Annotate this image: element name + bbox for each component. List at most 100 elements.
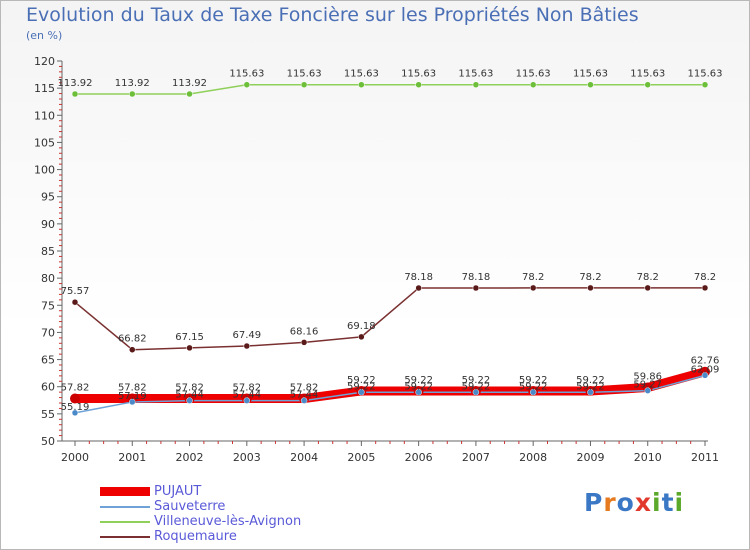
data-label: 115.63 bbox=[344, 69, 379, 80]
data-point bbox=[529, 389, 537, 396]
series-line-Villeneuve-lès-Avignon bbox=[74, 83, 706, 95]
x-tick-label: 2008 bbox=[519, 451, 547, 464]
data-point bbox=[644, 81, 651, 88]
x-tick-label: 2009 bbox=[576, 451, 604, 464]
legend-label: Roquemaure bbox=[154, 529, 237, 544]
data-point bbox=[472, 81, 480, 88]
data-label: 115.63 bbox=[573, 69, 608, 80]
series-points bbox=[70, 81, 710, 417]
y-tick-label: 95 bbox=[41, 191, 55, 204]
data-label: 59.22 bbox=[519, 375, 548, 386]
data-label: 59.22 bbox=[347, 381, 376, 392]
data-point bbox=[415, 389, 422, 396]
data-label: 68.16 bbox=[290, 326, 319, 337]
data-label: 59.22 bbox=[576, 381, 605, 392]
series-line-PUJAUT bbox=[70, 367, 710, 404]
legend: PUJAUT Sauveterre Villeneuve-lès-Avignon Ro… bbox=[100, 484, 301, 544]
data-label: 59.22 bbox=[576, 375, 605, 386]
data-label: 78.2 bbox=[694, 272, 716, 283]
data-point bbox=[129, 90, 136, 98]
data-point bbox=[529, 284, 537, 292]
data-label: 59.22 bbox=[347, 375, 376, 386]
data-label: 62.09 bbox=[691, 364, 720, 375]
data-point bbox=[243, 342, 251, 350]
y-tick-label: 65 bbox=[41, 354, 55, 367]
data-point bbox=[701, 81, 709, 88]
data-label: 113.92 bbox=[58, 78, 93, 89]
data-point bbox=[300, 339, 308, 346]
data-point bbox=[71, 409, 79, 417]
legend-swatch bbox=[100, 487, 150, 496]
data-point bbox=[415, 284, 422, 292]
y-tick-label: 90 bbox=[41, 218, 55, 231]
data-label: 59.22 bbox=[519, 381, 548, 392]
chart-title: Evolution du Taux de Taxe Foncière sur l… bbox=[26, 4, 639, 26]
data-label: 78.2 bbox=[579, 272, 601, 283]
legend-item: Villeneuve-lès-Avignon bbox=[100, 514, 301, 529]
data-point bbox=[71, 298, 79, 306]
x-tick-label: 2002 bbox=[176, 451, 204, 464]
y-tick-label: 85 bbox=[41, 245, 55, 258]
data-label: 57.82 bbox=[232, 383, 261, 394]
legend-swatch bbox=[100, 505, 150, 508]
data-point bbox=[644, 284, 651, 292]
x-tick-label: 2003 bbox=[233, 451, 261, 464]
logo-letter: x bbox=[634, 488, 652, 517]
x-tick-label: 2001 bbox=[118, 451, 146, 464]
legend-label: Villeneuve-lès-Avignon bbox=[154, 514, 302, 529]
data-label: 75.57 bbox=[61, 286, 90, 297]
logo-letter: i bbox=[674, 488, 685, 517]
data-label: 115.63 bbox=[458, 69, 493, 80]
data-label: 57.19 bbox=[118, 391, 147, 402]
logo-letter: o bbox=[616, 488, 635, 517]
data-label: 78.18 bbox=[404, 272, 433, 283]
data-label: 57.82 bbox=[118, 383, 147, 394]
logo-letter: r bbox=[603, 488, 617, 517]
data-point bbox=[472, 284, 480, 292]
data-point bbox=[587, 284, 594, 292]
data-point bbox=[300, 397, 308, 404]
data-point bbox=[701, 372, 709, 379]
data-label: 62.76 bbox=[691, 356, 720, 367]
data-label: 115.63 bbox=[287, 69, 322, 80]
data-label: 57.82 bbox=[175, 383, 204, 394]
x-tick-label: 2006 bbox=[405, 451, 433, 464]
y-tick-label: 80 bbox=[41, 272, 55, 285]
data-point bbox=[186, 397, 193, 404]
legend-item: Roquemaure bbox=[100, 529, 301, 544]
data-point bbox=[129, 346, 136, 353]
chart-subtitle: (en %) bbox=[26, 29, 63, 42]
data-label: 59.22 bbox=[404, 375, 433, 386]
y-tick-label: 110 bbox=[34, 109, 55, 122]
data-label: 57.44 bbox=[290, 390, 319, 401]
logo-letter: t bbox=[661, 488, 675, 517]
data-point bbox=[587, 389, 594, 396]
data-label: 59.86 bbox=[633, 371, 662, 382]
series-line-Sauveterre bbox=[74, 374, 706, 414]
data-label: 55.19 bbox=[61, 402, 90, 413]
data-point bbox=[129, 398, 136, 406]
data-point bbox=[358, 389, 365, 396]
x-tick-label: 2004 bbox=[290, 451, 318, 464]
data-point bbox=[587, 81, 594, 88]
data-point bbox=[415, 81, 422, 88]
data-point bbox=[71, 90, 79, 98]
data-point bbox=[243, 397, 251, 404]
y-tick-label: 105 bbox=[34, 136, 55, 149]
data-label: 59.22 bbox=[462, 375, 491, 386]
legend-item: Sauveterre bbox=[100, 499, 301, 514]
y-tick-label: 115 bbox=[34, 82, 55, 95]
logo-letter: i bbox=[652, 488, 662, 517]
data-point bbox=[186, 90, 193, 98]
data-label: 59.27 bbox=[633, 380, 662, 391]
y-tick-label: 60 bbox=[41, 381, 55, 394]
data-point bbox=[529, 81, 537, 88]
data-label: 78.2 bbox=[522, 272, 544, 283]
x-tick-label: 2005 bbox=[347, 451, 375, 464]
x-tick-label: 2011 bbox=[691, 451, 719, 464]
y-tick-label: 100 bbox=[34, 164, 55, 177]
proxiti-logo: Proxiti bbox=[584, 488, 684, 517]
x-tick-label: 2010 bbox=[634, 451, 662, 464]
x-tick-label: 2007 bbox=[462, 451, 490, 464]
